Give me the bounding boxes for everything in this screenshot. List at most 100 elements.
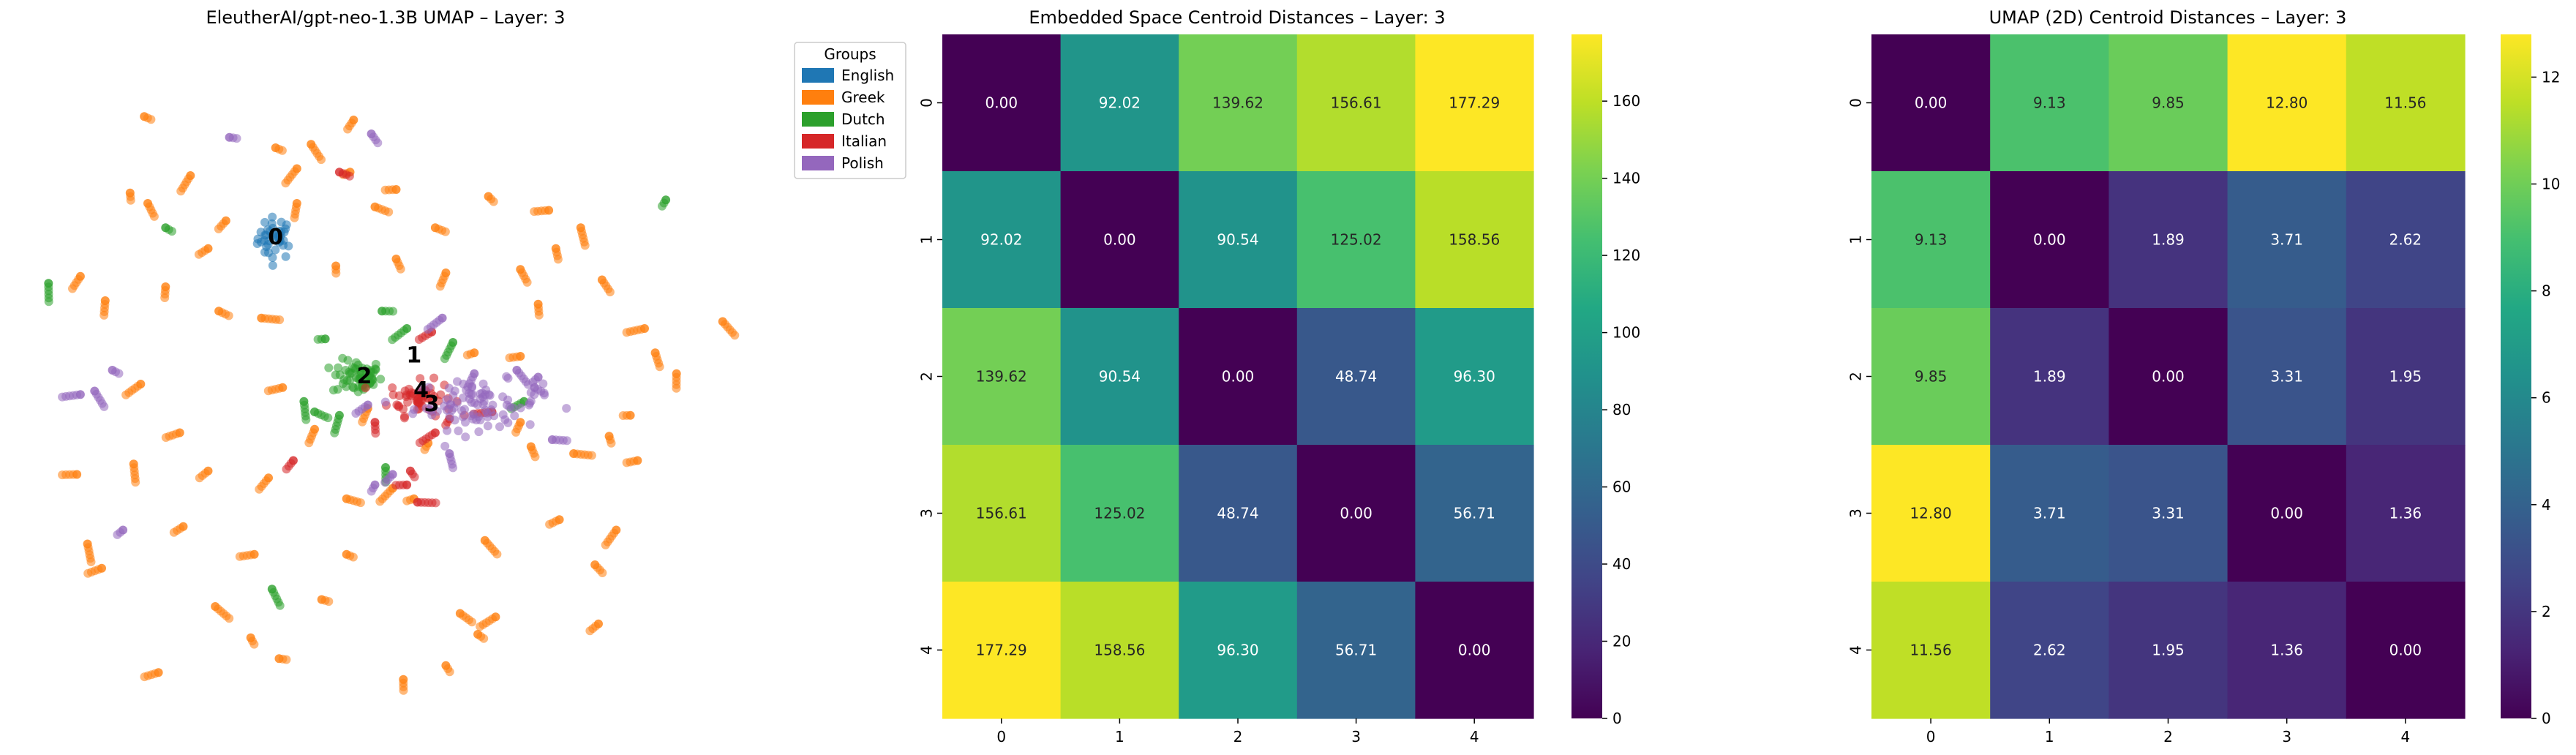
heatmap-cell [1415,171,1534,309]
scatter-point [553,255,563,264]
heatmap-cell [2227,308,2347,446]
heatmap-cell-value: 90.54 [1217,231,1258,249]
scatter-point [392,400,402,410]
heatmap-cell [2227,34,2347,172]
heatmap-cell-value: 9.13 [2033,94,2066,112]
x-tick-label: 1 [2045,728,2054,745]
colorbar-tick-label: 0 [2542,710,2551,727]
scatter-point [348,552,358,562]
scatter-point [421,404,431,413]
scatter-point [399,413,409,423]
y-tick-label: 4 [1847,645,1865,655]
scatter-point [373,138,383,148]
scatter-point [420,445,429,454]
heatmap-cell-value: 1.36 [2389,505,2422,522]
legend-label-greek: Greek [841,89,885,106]
scatter-point [585,626,595,636]
heatmap-cell [1060,34,1179,172]
heatmap-cell-value: 9.13 [1915,231,1948,249]
scatter-point [367,487,376,496]
heatmap-cell-value: 3.71 [2033,505,2066,522]
scatter-point [131,478,140,487]
scatter-point [313,334,323,344]
heatmap-cell [1060,445,1179,582]
heatmap-cell-value: 0.00 [2033,231,2066,249]
embedded-heatmap-title: Embedded Space Centroid Distances – Laye… [1029,7,1445,28]
scatter-point [417,385,427,394]
scatter-point [282,655,291,664]
scatter-point [281,252,290,261]
scatter-point [528,378,538,387]
colorbar-tick-label: 140 [1612,170,1640,187]
scatter-point [369,368,378,377]
scatter-point [249,639,259,649]
scatter-point [255,484,264,494]
heatmap-cell-value: 12.80 [1910,505,1951,522]
scatter-point [502,400,511,410]
scatter-point [333,385,342,394]
scatter-point [534,310,544,320]
scatter-point [538,379,548,388]
heatmap-cell [1179,582,1298,719]
scatter-point [376,375,386,384]
heatmap-cell-value: 177.29 [976,642,1027,659]
colorbar-tick-label: 6 [2542,389,2551,407]
heatmap-cell-value: 0.00 [1915,94,1948,112]
heatmap-cell [1871,308,1991,446]
heatmap-cell [2346,445,2466,582]
scatter-point [113,530,122,539]
scatter-point [655,362,664,372]
heatmap-cell [1296,582,1416,719]
scatter-point [489,197,498,206]
scatter-point [522,277,532,287]
scatter-point [580,241,590,250]
x-tick-label: 0 [996,728,1006,745]
scatter-point [160,293,170,302]
scatter-point [345,171,354,181]
scatter-point [263,225,272,235]
scatter-point [476,416,485,425]
heatmap-cell-value: 177.29 [1449,94,1500,112]
scatter-point [371,359,380,369]
legend-swatch-polish [802,156,834,170]
scatter-point [267,219,277,228]
heatmap-cell-value: 0.00 [2152,368,2185,386]
heatmap-cell [1871,445,1991,582]
legend-swatch-greek [802,90,834,105]
scatter-point [342,382,351,391]
heatmap-cell [1179,34,1298,172]
scatter-point [388,335,397,345]
scatter-point [351,409,361,418]
scatter-point [268,260,277,270]
scatter-point [545,519,555,529]
series-english [252,212,293,270]
scatter-point [435,282,445,291]
colorbar-tick-label: 80 [1612,401,1631,418]
heatmap-cell [1179,171,1298,309]
scatter-point [414,335,424,344]
heatmap-cell [1415,308,1534,446]
heatmap-cell [1871,582,1991,719]
scatter-point [511,427,521,437]
heatmap-cell-value: 12.80 [2266,94,2307,112]
scatter-point [275,315,285,325]
scatter-point [503,418,513,427]
scatter-point [605,288,615,297]
heatmap-cell [1179,445,1298,582]
heatmap-cell [2109,34,2228,172]
legend: Groups English Greek Dutch Italian Polish [794,42,906,179]
heatmap-cell-value: 158.56 [1094,642,1145,659]
heatmap-cell-value: 56.71 [1454,505,1495,522]
heatmap-cell-value: 92.02 [1099,94,1141,112]
scatter-point [195,473,204,483]
scatter-point [503,374,513,383]
heatmap-cell-value: 125.02 [1094,505,1145,522]
scatter-point [399,685,408,695]
heatmap-cell [2109,308,2228,446]
umap-heatmap-title: UMAP (2D) Centroid Distances – Layer: 3 [1989,7,2347,28]
heatmap-cell-value: 139.62 [1212,94,1263,112]
scatter-point [530,390,539,399]
heatmap-cell [1990,582,2109,719]
legend-label-english: English [841,67,894,84]
scatter-point [388,307,398,316]
